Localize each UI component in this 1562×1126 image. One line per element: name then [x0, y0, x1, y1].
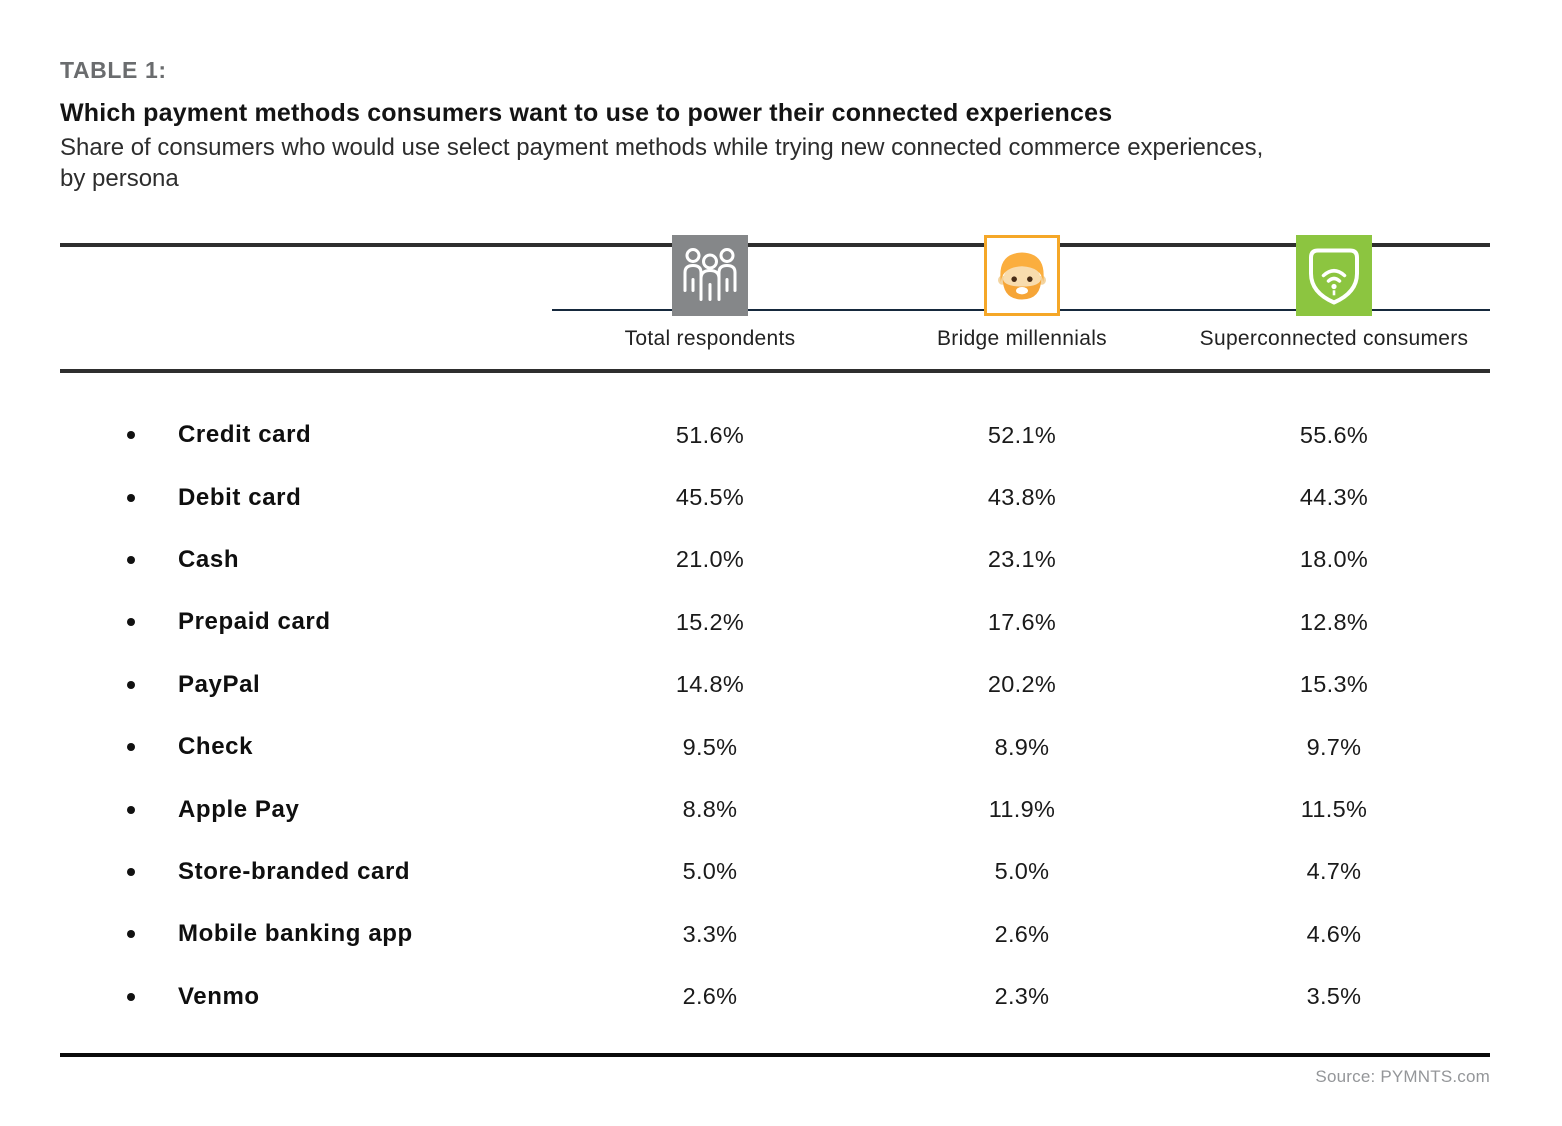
table-row: Venmo 2.6% 2.3% 3.5% [60, 966, 1490, 1028]
value-total: 51.6% [675, 421, 745, 448]
page-title: Which payment methods consumers want to … [60, 99, 1113, 127]
value-superconnected: 15.3% [1299, 671, 1369, 698]
value-bridge: 2.6% [994, 920, 1050, 947]
payment-method-label: Mobile banking app [178, 920, 413, 948]
value-bridge: 17.6% [987, 608, 1057, 635]
column-headers: Total respondents Bridge millennials Sup… [60, 327, 1490, 351]
table-row: Apple Pay 8.8% 11.9% 11.5% [60, 778, 1490, 840]
table-row: Store-branded card 5.0% 5.0% 4.7% [60, 841, 1490, 903]
bottom-rule [60, 1053, 1490, 1057]
payment-method-label: Credit card [178, 421, 312, 449]
mid-rule [60, 369, 1490, 373]
payment-method-label: Debit card [178, 483, 302, 511]
value-total: 15.2% [675, 608, 745, 635]
row-label-cell: PayPal [60, 671, 554, 699]
column-header-bridge: Bridge millennials [937, 327, 1107, 350]
value-superconnected: 4.6% [1306, 920, 1362, 947]
value-bridge: 43.8% [987, 484, 1057, 511]
table-row: Debit card 45.5% 43.8% 44.3% [60, 466, 1490, 528]
value-bridge: 20.2% [987, 671, 1057, 698]
value-superconnected: 9.7% [1306, 733, 1362, 760]
table-number-label: TABLE 1: [60, 57, 167, 83]
row-label-cell: Mobile banking app [60, 920, 554, 948]
value-total: 9.5% [682, 733, 738, 760]
table-row: Check 9.5% 8.9% 9.7% [60, 716, 1490, 778]
bullet-icon [127, 493, 135, 502]
value-superconnected: 55.6% [1299, 421, 1369, 448]
subtitle-line-1: Share of consumers who would use select … [60, 134, 1264, 161]
bullet-icon [127, 618, 135, 627]
bullet-icon [127, 431, 135, 440]
value-bridge: 23.1% [987, 546, 1057, 573]
bullet-icon [127, 680, 135, 689]
table-row: Mobile banking app 3.3% 2.6% 4.6% [60, 903, 1490, 965]
table-row: Cash 21.0% 23.1% 18.0% [60, 529, 1490, 591]
value-bridge: 2.3% [994, 983, 1050, 1010]
value-total: 2.6% [682, 983, 738, 1010]
value-total: 14.8% [675, 671, 745, 698]
payment-method-label: Prepaid card [178, 608, 331, 636]
payment-method-label: Store-branded card [178, 857, 411, 885]
bullet-icon [127, 555, 135, 564]
value-total: 45.5% [675, 484, 745, 511]
payment-method-label: Venmo [178, 982, 260, 1010]
column-header-superconnected: Superconnected consumers [1199, 327, 1469, 350]
bearded-man-icon [984, 235, 1060, 316]
row-label-cell: Check [60, 733, 554, 761]
row-label-cell: Venmo [60, 983, 554, 1011]
row-label-cell: Apple Pay [60, 796, 554, 824]
bullet-icon [127, 867, 135, 876]
bullet-icon [127, 992, 135, 1001]
bullet-icon [127, 930, 135, 939]
row-label-cell: Credit card [60, 421, 554, 449]
value-superconnected: 18.0% [1299, 546, 1369, 573]
value-bridge: 11.9% [988, 796, 1056, 823]
bullet-icon [127, 743, 135, 752]
value-superconnected: 3.5% [1306, 983, 1362, 1010]
people-group-icon [672, 235, 748, 316]
value-total: 21.0% [675, 546, 745, 573]
top-rule [60, 243, 1490, 247]
value-bridge: 5.0% [994, 858, 1050, 885]
table-row: Prepaid card 15.2% 17.6% 12.8% [60, 591, 1490, 653]
table-subtitle: Share of consumers who would use select … [60, 132, 1263, 194]
payment-method-label: Apple Pay [178, 795, 300, 823]
payment-method-label: Check [178, 733, 254, 761]
value-superconnected: 11.5% [1300, 796, 1368, 823]
column-header-total: Total respondents [624, 327, 796, 350]
value-superconnected: 12.8% [1299, 608, 1369, 635]
shield-wifi-icon [1296, 235, 1372, 316]
value-total: 8.8% [682, 796, 738, 823]
bullet-icon [127, 805, 135, 814]
source-attribution: Source: PYMNTS.com [1315, 1067, 1490, 1086]
row-label-cell: Cash [60, 546, 554, 574]
value-total: 5.0% [682, 858, 738, 885]
value-total: 3.3% [682, 920, 738, 947]
value-superconnected: 44.3% [1299, 484, 1369, 511]
subtitle-line-2: by persona [60, 165, 179, 192]
row-label-cell: Debit card [60, 484, 554, 512]
table-row: Credit card 51.6% 52.1% 55.6% [60, 404, 1490, 466]
table-body: Credit card 51.6% 52.1% 55.6% Debit card… [60, 404, 1490, 1028]
value-bridge: 52.1% [987, 421, 1057, 448]
value-superconnected: 4.7% [1306, 858, 1362, 885]
payment-method-label: Cash [178, 545, 240, 573]
value-bridge: 8.9% [994, 733, 1050, 760]
payment-method-label: PayPal [178, 670, 261, 698]
table-row: PayPal 14.8% 20.2% 15.3% [60, 654, 1490, 716]
empty-header-cell [60, 327, 554, 351]
row-label-cell: Prepaid card [60, 608, 554, 636]
row-label-cell: Store-branded card [60, 858, 554, 886]
